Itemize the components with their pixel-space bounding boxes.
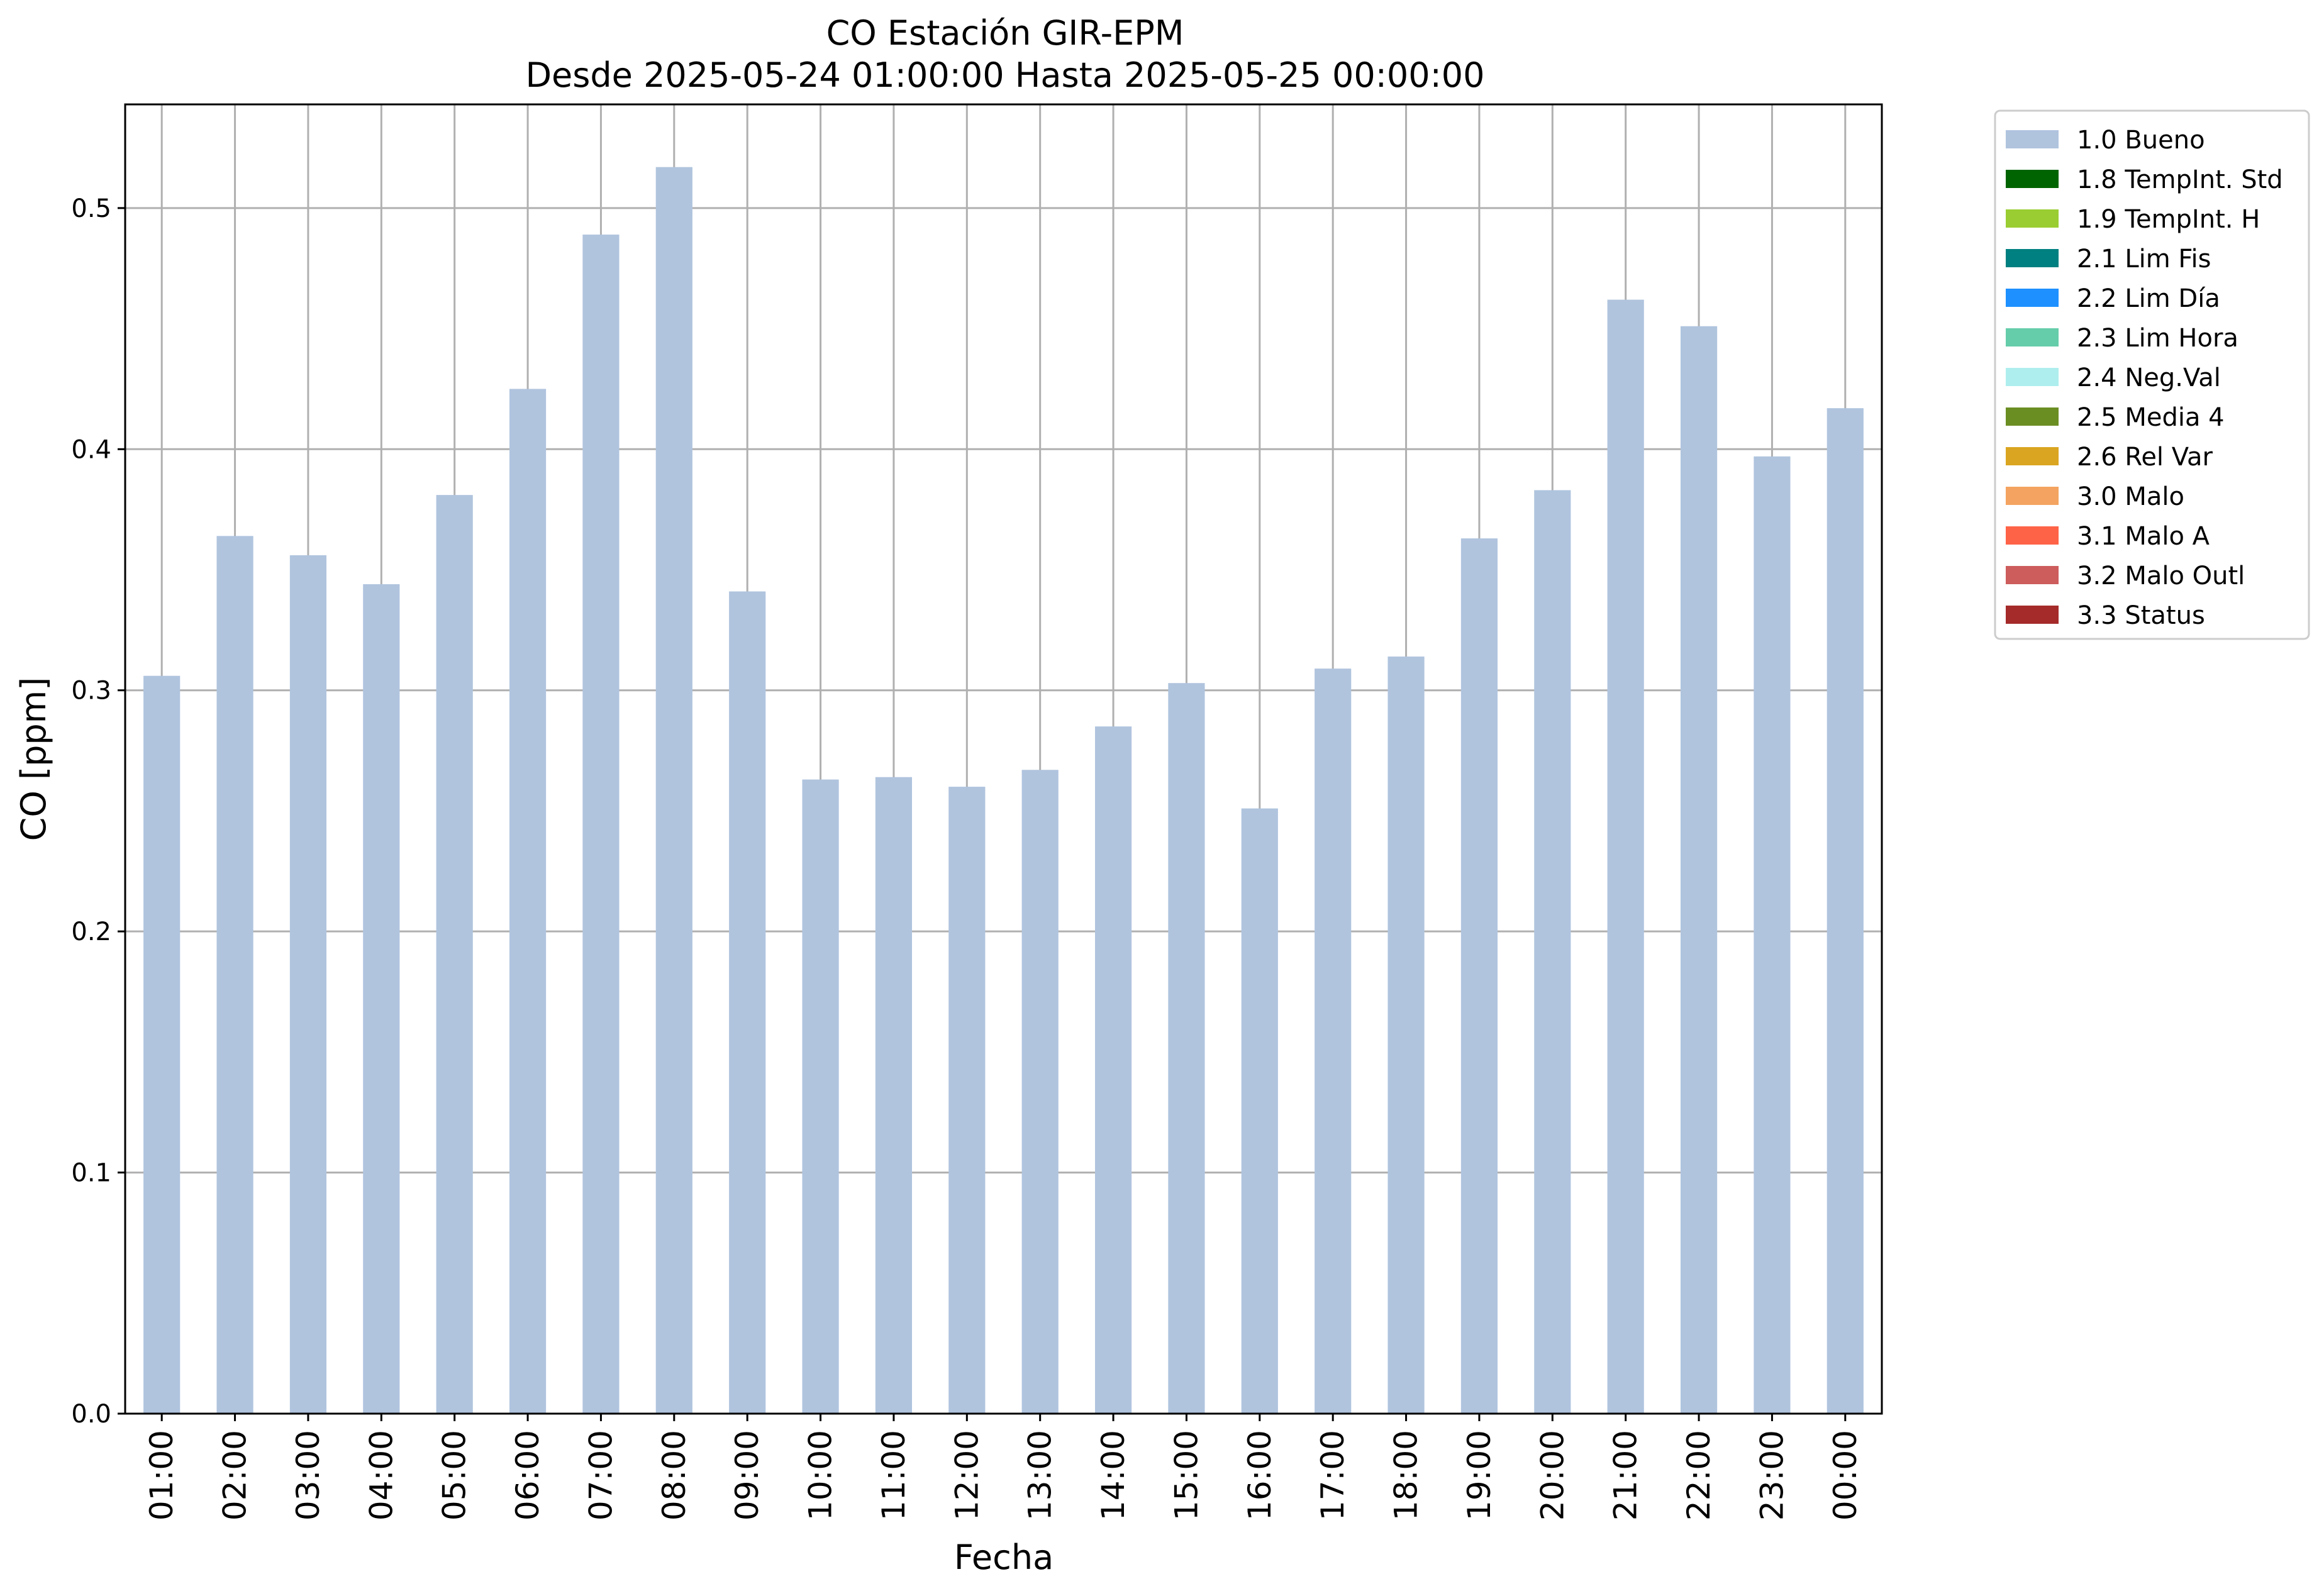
x-tick-label: 05:00 (436, 1430, 473, 1521)
legend: 1.0 Bueno 1.8 TempInt. Std 1.9 TempInt. H 2… (1994, 109, 2310, 640)
legend-swatch (2006, 289, 2059, 307)
legend-swatch (2006, 170, 2059, 188)
x-tick-label: 13:00 (1022, 1430, 1059, 1521)
x-tick-label: 16:00 (1242, 1430, 1278, 1521)
x-axis: 01:00 02:00 03:00 04:00 05:00 06:00 07:00 08:00… (143, 1414, 1864, 1521)
y-tick-label: 0.5 (71, 194, 111, 223)
x-tick-label: 17:00 (1315, 1430, 1351, 1521)
y-axis: 0.0 0.1 0.2 0.3 0.4 0.5 (71, 194, 125, 1429)
bar (1534, 490, 1571, 1414)
bar (1826, 408, 1864, 1414)
legend-label: 3.1 Malo A (2077, 522, 2210, 551)
x-tick-label: 14:00 (1095, 1430, 1131, 1521)
bar (216, 536, 253, 1414)
x-tick-label: 04:00 (363, 1430, 399, 1521)
legend-items: 1.0 Bueno 1.8 TempInt. Std 1.9 TempInt. H 2… (2006, 126, 2283, 630)
bar (875, 777, 913, 1414)
bar (143, 675, 181, 1414)
x-tick-label: 08:00 (656, 1430, 692, 1521)
x-tick-label: 22:00 (1681, 1430, 1717, 1521)
bar (1387, 657, 1425, 1414)
y-tick-label: 0.0 (71, 1400, 111, 1429)
legend-label: 3.0 Malo (2077, 482, 2184, 511)
legend-label: 1.9 TempInt. H (2077, 205, 2260, 234)
bar (436, 495, 473, 1414)
legend-label: 3.3 Status (2077, 601, 2205, 630)
legend-swatch (2006, 447, 2059, 465)
bar (1021, 770, 1059, 1414)
bar (289, 555, 327, 1414)
y-tick-label: 0.4 (71, 435, 111, 464)
y-tick-label: 0.2 (71, 917, 111, 946)
legend-label: 2.4 Neg.Val (2077, 363, 2221, 392)
bar (1460, 538, 1498, 1414)
x-tick-label: 21:00 (1608, 1430, 1644, 1521)
bars-layer (143, 167, 1864, 1414)
bar (582, 235, 620, 1414)
legend-swatch (2006, 130, 2059, 148)
legend-swatch (2006, 606, 2059, 624)
legend-swatch (2006, 249, 2059, 267)
legend-label: 1.0 Bueno (2077, 126, 2205, 155)
x-tick-label: 20:00 (1534, 1430, 1571, 1521)
bar (363, 584, 400, 1414)
bar (1754, 456, 1791, 1414)
x-tick-label: 19:00 (1461, 1430, 1498, 1521)
bar (1241, 808, 1278, 1414)
x-tick-label: 07:00 (582, 1430, 619, 1521)
y-tick-label: 0.1 (71, 1159, 111, 1188)
x-tick-label: 12:00 (948, 1430, 985, 1521)
plot-frame (124, 103, 1883, 1415)
x-tick-label: 11:00 (876, 1430, 912, 1521)
x-tick-label: 10:00 (803, 1430, 839, 1521)
legend-swatch (2006, 407, 2059, 426)
x-tick-label: 18:00 (1388, 1430, 1425, 1521)
legend-label: 1.8 TempInt. Std (2077, 165, 2283, 194)
bar (655, 167, 692, 1414)
legend-frame (1994, 109, 2310, 640)
legend-label: 2.3 Lim Hora (2077, 324, 2238, 353)
legend-swatch (2006, 209, 2059, 228)
x-tick-label: 09:00 (729, 1430, 765, 1521)
bar (1168, 683, 1205, 1414)
legend-label: 2.5 Media 4 (2077, 403, 2225, 432)
legend-swatch (2006, 566, 2059, 584)
bar (509, 389, 547, 1414)
bar (1315, 668, 1352, 1414)
x-tick-label: 06:00 (509, 1430, 546, 1521)
legend-swatch (2006, 526, 2059, 545)
legend-swatch (2006, 487, 2059, 505)
bar (729, 591, 766, 1414)
bar (948, 787, 986, 1414)
legend-label: 3.2 Malo Outl (2077, 562, 2245, 590)
bar (802, 779, 839, 1414)
legend-label: 2.2 Lim Día (2077, 284, 2220, 313)
x-tick-label: 03:00 (290, 1430, 326, 1521)
bar (1094, 726, 1132, 1414)
x-tick-label: 02:00 (217, 1430, 253, 1521)
x-tick-label: 00:00 (1827, 1430, 1864, 1521)
x-axis-label: Fecha (954, 1538, 1054, 1577)
x-tick-label: 23:00 (1754, 1430, 1790, 1521)
legend-label: 2.6 Rel Var (2077, 443, 2213, 472)
x-tick-label: 15:00 (1168, 1430, 1204, 1521)
chart-title: CO Estación GIR-EPM (826, 13, 1184, 53)
legend-swatch (2006, 328, 2059, 346)
x-tick-label: 01:00 (143, 1430, 180, 1521)
y-tick-label: 0.3 (71, 677, 111, 706)
chart-subtitle: Desde 2025-05-24 01:00:00 Hasta 2025-05-… (525, 55, 1484, 95)
bar (1680, 326, 1718, 1414)
y-axis-label: CO [ppm] (14, 677, 53, 841)
bar (1607, 299, 1644, 1414)
legend-swatch (2006, 368, 2059, 386)
legend-label: 2.1 Lim Fis (2077, 245, 2211, 274)
